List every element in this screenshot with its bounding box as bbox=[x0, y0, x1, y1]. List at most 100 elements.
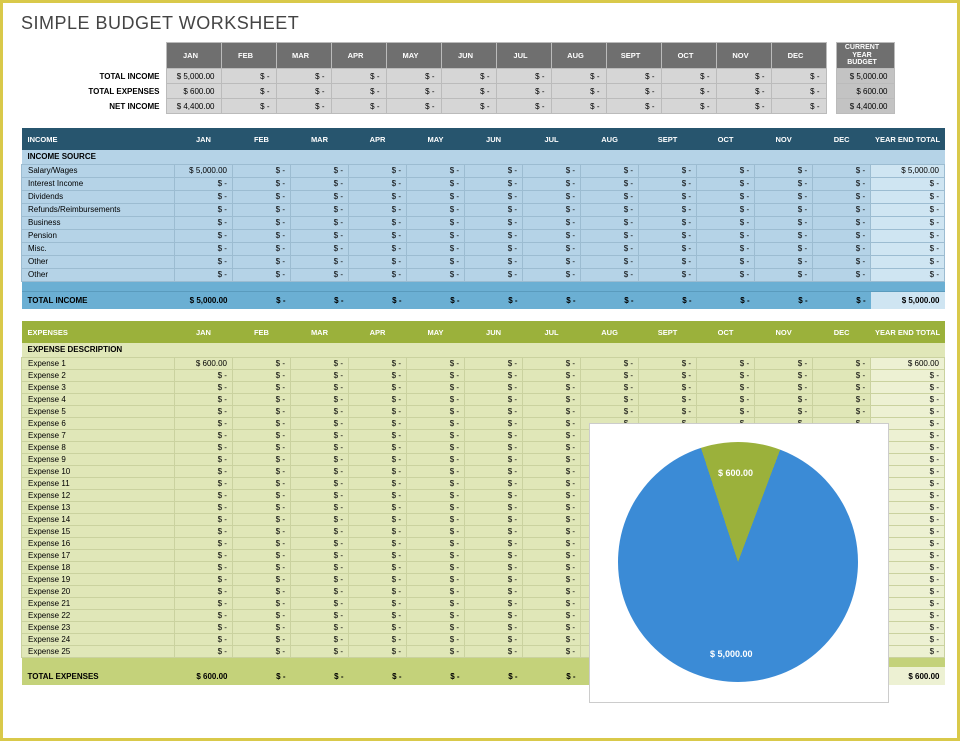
data-cell[interactable]: $ - bbox=[174, 489, 232, 501]
row-label[interactable]: Expense 14 bbox=[22, 513, 175, 525]
summary-cell[interactable]: $ - bbox=[606, 99, 661, 114]
data-cell[interactable]: $ - bbox=[407, 268, 465, 281]
data-cell[interactable]: $ - bbox=[697, 190, 755, 203]
data-cell[interactable]: $ - bbox=[465, 255, 523, 268]
data-cell[interactable]: $ - bbox=[290, 216, 348, 229]
data-cell[interactable]: $ - bbox=[290, 537, 348, 549]
data-cell[interactable]: $ - bbox=[465, 477, 523, 489]
row-label[interactable]: Dividends bbox=[22, 190, 175, 203]
data-cell[interactable]: $ - bbox=[232, 477, 290, 489]
data-cell[interactable]: $ - bbox=[349, 609, 407, 621]
data-cell[interactable]: $ - bbox=[290, 164, 348, 177]
data-cell[interactable]: $ - bbox=[290, 203, 348, 216]
data-cell[interactable]: $ - bbox=[290, 585, 348, 597]
data-cell[interactable]: $ - bbox=[813, 393, 871, 405]
data-cell[interactable]: $ - bbox=[407, 609, 465, 621]
data-cell[interactable]: $ - bbox=[465, 633, 523, 645]
data-cell[interactable]: $ - bbox=[465, 381, 523, 393]
summary-cell[interactable]: $ - bbox=[441, 84, 496, 99]
data-cell[interactable]: $ - bbox=[755, 405, 813, 417]
data-cell[interactable]: $ - bbox=[697, 381, 755, 393]
data-cell[interactable]: $ - bbox=[639, 369, 697, 381]
data-cell[interactable]: $ - bbox=[813, 381, 871, 393]
data-cell[interactable]: $ - bbox=[523, 242, 581, 255]
data-cell[interactable]: $ - bbox=[232, 357, 290, 369]
summary-cell[interactable]: $ - bbox=[221, 99, 276, 114]
data-cell[interactable]: $ - bbox=[465, 621, 523, 633]
data-cell[interactable]: $ - bbox=[290, 429, 348, 441]
data-cell[interactable]: $ - bbox=[349, 357, 407, 369]
data-cell[interactable]: $ - bbox=[174, 177, 232, 190]
data-cell[interactable]: $ - bbox=[697, 216, 755, 229]
data-cell[interactable]: $ - bbox=[755, 268, 813, 281]
row-label[interactable]: Expense 22 bbox=[22, 609, 175, 621]
summary-cell[interactable]: $ - bbox=[716, 99, 771, 114]
data-cell[interactable]: $ - bbox=[290, 357, 348, 369]
data-cell[interactable]: $ - bbox=[232, 525, 290, 537]
data-cell[interactable]: $ - bbox=[465, 561, 523, 573]
summary-cell[interactable]: $ - bbox=[771, 84, 826, 99]
data-cell[interactable]: $ - bbox=[465, 525, 523, 537]
data-cell[interactable]: $ - bbox=[174, 465, 232, 477]
data-cell[interactable]: $ - bbox=[755, 177, 813, 190]
data-cell[interactable]: $ - bbox=[232, 164, 290, 177]
data-cell[interactable]: $ - bbox=[639, 255, 697, 268]
summary-cell[interactable]: $ - bbox=[386, 99, 441, 114]
row-label[interactable]: Expense 16 bbox=[22, 537, 175, 549]
data-cell[interactable]: $ - bbox=[290, 242, 348, 255]
data-cell[interactable]: $ - bbox=[349, 216, 407, 229]
data-cell[interactable]: $ - bbox=[813, 242, 871, 255]
data-cell[interactable]: $ - bbox=[232, 585, 290, 597]
data-cell[interactable]: $ - bbox=[232, 609, 290, 621]
data-cell[interactable]: $ - bbox=[349, 549, 407, 561]
data-cell[interactable]: $ - bbox=[407, 216, 465, 229]
row-label[interactable]: Expense 4 bbox=[22, 393, 175, 405]
data-cell[interactable]: $ - bbox=[465, 393, 523, 405]
data-cell[interactable]: $ - bbox=[290, 573, 348, 585]
data-cell[interactable]: $ - bbox=[755, 255, 813, 268]
data-cell[interactable]: $ - bbox=[232, 465, 290, 477]
data-cell[interactable]: $ - bbox=[174, 381, 232, 393]
data-cell[interactable]: $ - bbox=[349, 203, 407, 216]
data-cell[interactable]: $ - bbox=[174, 501, 232, 513]
data-cell[interactable]: $ - bbox=[465, 242, 523, 255]
data-cell[interactable]: $ - bbox=[523, 417, 581, 429]
data-cell[interactable]: $ - bbox=[813, 405, 871, 417]
row-label[interactable]: Expense 9 bbox=[22, 453, 175, 465]
data-cell[interactable]: $ - bbox=[697, 357, 755, 369]
data-cell[interactable]: $ - bbox=[465, 164, 523, 177]
data-cell[interactable]: $ - bbox=[290, 393, 348, 405]
data-cell[interactable]: $ - bbox=[755, 381, 813, 393]
data-cell[interactable]: $ - bbox=[813, 203, 871, 216]
data-cell[interactable]: $ - bbox=[174, 242, 232, 255]
data-cell[interactable]: $ - bbox=[465, 585, 523, 597]
data-cell[interactable]: $ - bbox=[523, 177, 581, 190]
data-cell[interactable]: $ - bbox=[407, 190, 465, 203]
data-cell[interactable]: $ - bbox=[581, 203, 639, 216]
data-cell[interactable]: $ - bbox=[349, 405, 407, 417]
row-label[interactable]: Refunds/Reimbursements bbox=[22, 203, 175, 216]
data-cell[interactable]: $ - bbox=[581, 357, 639, 369]
data-cell[interactable]: $ - bbox=[407, 453, 465, 465]
data-cell[interactable]: $ - bbox=[639, 164, 697, 177]
data-cell[interactable]: $ - bbox=[174, 268, 232, 281]
data-cell[interactable]: $ - bbox=[349, 501, 407, 513]
summary-cell[interactable]: $ 4,400.00 bbox=[166, 99, 221, 114]
data-cell[interactable]: $ - bbox=[813, 229, 871, 242]
data-cell[interactable]: $ - bbox=[523, 549, 581, 561]
data-cell[interactable]: $ - bbox=[232, 561, 290, 573]
data-cell[interactable]: $ - bbox=[407, 177, 465, 190]
data-cell[interactable]: $ - bbox=[523, 501, 581, 513]
data-cell[interactable]: $ - bbox=[465, 417, 523, 429]
data-cell[interactable]: $ - bbox=[581, 190, 639, 203]
data-cell[interactable]: $ - bbox=[349, 417, 407, 429]
row-label[interactable]: Expense 3 bbox=[22, 381, 175, 393]
data-cell[interactable]: $ - bbox=[232, 381, 290, 393]
data-cell[interactable]: $ - bbox=[813, 255, 871, 268]
data-cell[interactable]: $ - bbox=[465, 489, 523, 501]
data-cell[interactable]: $ - bbox=[290, 477, 348, 489]
data-cell[interactable]: $ - bbox=[407, 429, 465, 441]
data-cell[interactable]: $ - bbox=[639, 177, 697, 190]
data-cell[interactable]: $ - bbox=[232, 453, 290, 465]
data-cell[interactable]: $ - bbox=[232, 216, 290, 229]
